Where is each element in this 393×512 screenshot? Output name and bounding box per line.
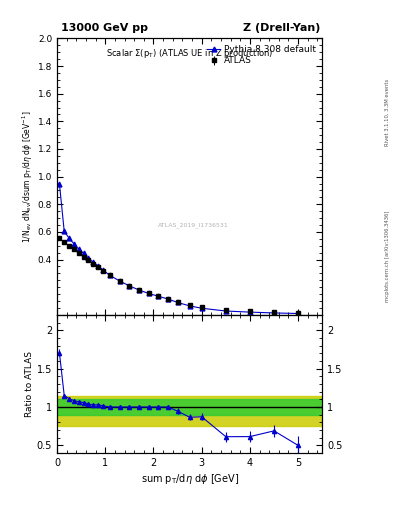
Pythia 8.308 default	[76, 246, 81, 252]
Pythia 8.308 default	[199, 305, 204, 311]
Pythia 8.308 default	[67, 235, 72, 241]
Pythia 8.308 default	[296, 310, 301, 316]
Bar	[57, 395, 322, 426]
Pythia 8.308 default	[95, 263, 100, 269]
Text: Z (Drell-Yan): Z (Drell-Yan)	[243, 23, 320, 33]
Pythia 8.308 default	[137, 287, 141, 293]
Y-axis label: 1/N$_{\rm ev}$ dN$_{\rm ev}$/dsum p$_{\rm T}$/d$\eta$ d$\phi$ [GeV$^{-1}$]: 1/N$_{\rm ev}$ dN$_{\rm ev}$/dsum p$_{\r…	[20, 111, 35, 243]
Pythia 8.308 default	[91, 259, 95, 265]
Pythia 8.308 default	[86, 255, 91, 261]
Pythia 8.308 default	[72, 241, 76, 247]
Pythia 8.308 default	[272, 310, 276, 316]
Pythia 8.308 default	[248, 309, 252, 315]
Pythia 8.308 default	[57, 181, 62, 187]
Pythia 8.308 default	[108, 272, 112, 279]
Legend: Pythia 8.308 default, ATLAS: Pythia 8.308 default, ATLAS	[205, 43, 318, 67]
Pythia 8.308 default	[127, 283, 132, 289]
Text: 13000 GeV pp: 13000 GeV pp	[61, 23, 148, 33]
Pythia 8.308 default	[62, 228, 66, 234]
Text: mcplots.cern.ch [arXiv:1306.3436]: mcplots.cern.ch [arXiv:1306.3436]	[385, 210, 389, 302]
Pythia 8.308 default	[175, 300, 180, 306]
X-axis label: sum p$_{\rm T}$/d$\eta$ d$\phi$ [GeV]: sum p$_{\rm T}$/d$\eta$ d$\phi$ [GeV]	[141, 472, 239, 486]
Pythia 8.308 default	[118, 278, 122, 284]
Text: Scalar $\Sigma$(p$_{\rm T}$) (ATLAS UE in Z production): Scalar $\Sigma$(p$_{\rm T}$) (ATLAS UE i…	[106, 47, 273, 60]
Text: Rivet 3.1.10, 3.3M events: Rivet 3.1.10, 3.3M events	[385, 79, 389, 146]
Pythia 8.308 default	[156, 293, 161, 300]
Bar	[57, 399, 322, 415]
Pythia 8.308 default	[101, 267, 105, 273]
Pythia 8.308 default	[146, 290, 151, 296]
Pythia 8.308 default	[187, 303, 192, 309]
Pythia 8.308 default	[81, 250, 86, 257]
Y-axis label: Ratio to ATLAS: Ratio to ATLAS	[25, 351, 34, 417]
Pythia 8.308 default	[224, 308, 228, 314]
Text: ATLAS_2019_I1736531: ATLAS_2019_I1736531	[158, 222, 229, 228]
Pythia 8.308 default	[165, 296, 170, 302]
Line: Pythia 8.308 default: Pythia 8.308 default	[57, 181, 301, 316]
